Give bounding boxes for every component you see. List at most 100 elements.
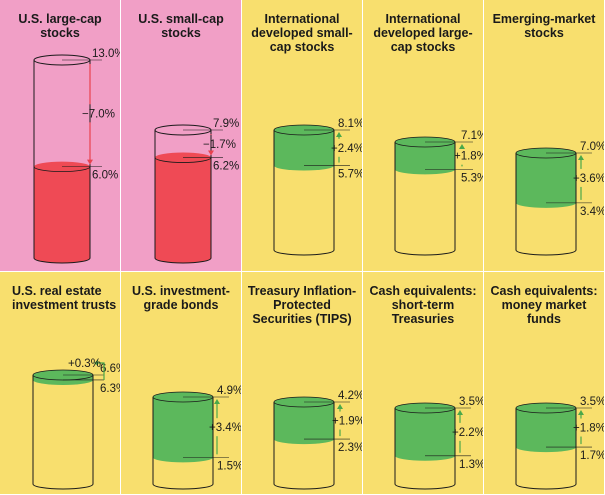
- change-value-label: +2.4%: [331, 143, 363, 155]
- upper-value-label: 7.1%: [461, 130, 484, 142]
- upper-value-label: 6.6%: [100, 363, 121, 375]
- asset-panel: U.S. small-cap stocks 7.9% 6.2% −1.7%: [121, 0, 242, 272]
- cylinder-bottom-edge: [273, 249, 335, 256]
- cylinder-chart: 4.2% 2.3% +1.9%: [273, 390, 363, 490]
- panel-title: Cash equivalents: short-term Treasuries: [369, 284, 477, 326]
- cylinder-fill-bottom: [155, 253, 211, 263]
- cylinder-empty-bottom: [33, 479, 93, 489]
- panel-title: Treasury Inflation-Protected Securities …: [247, 284, 357, 326]
- panel-title: International developed large-cap stocks: [373, 12, 473, 54]
- panel-title: Emerging-market stocks: [492, 12, 596, 40]
- asset-panel: Treasury Inflation-Protected Securities …: [242, 272, 363, 495]
- asset-panel: International developed large-cap stocks…: [363, 0, 484, 272]
- cylinder-empty-part: [33, 379, 93, 484]
- panel-title: U.S. real estate investment trusts: [12, 284, 117, 312]
- cylinder-chart: 7.0% 3.4% +3.6%: [515, 141, 605, 256]
- cylinder-chart: 7.9% 6.2% −1.7%: [154, 118, 239, 264]
- change-arrow-head: [457, 410, 463, 415]
- asset-panel: U.S. large-cap stocks 13.0% 6.0% −7.0%: [0, 0, 121, 272]
- cylinder-bottom-edge: [515, 249, 577, 256]
- lower-value-label: 5.3%: [461, 172, 484, 184]
- cylinder-bottom-edge: [394, 249, 456, 256]
- asset-panel: Emerging-market stocks 7.0% 3.4% +3.6%: [484, 0, 605, 272]
- cylinder-empty-bottom: [274, 245, 334, 255]
- upper-value-label: 8.1%: [338, 118, 363, 130]
- cylinder-empty-bottom: [153, 479, 213, 489]
- lower-value-label: 1.3%: [459, 459, 484, 471]
- lower-value-label: 6.3%: [100, 383, 121, 395]
- change-arrow-head: [208, 150, 214, 156]
- cylinder-chart: 6.6% 6.3% +0.3%: [32, 358, 121, 490]
- change-value-label: +3.6%: [573, 173, 605, 185]
- change-value-label: −1.7%: [203, 139, 236, 151]
- upper-value-label: 13.0%: [92, 48, 121, 60]
- panel-title: Cash equivalents: money market funds: [490, 284, 598, 326]
- cylinder-empty-part: [395, 169, 455, 250]
- cylinder-empty-part: [516, 447, 576, 484]
- asset-panel: U.S. investment-grade bonds 4.9% 1.5% +3.4%: [121, 272, 242, 495]
- change-arrow-head: [578, 155, 584, 160]
- lower-value-label: 2.3%: [338, 442, 363, 454]
- change-arrow-head: [337, 404, 343, 409]
- panel-title: U.S. investment-grade bonds: [132, 284, 230, 312]
- cylinder-empty-part: [274, 165, 334, 250]
- change-arrow-head: [87, 159, 93, 165]
- change-arrow-head: [459, 144, 465, 149]
- cylinder-fill-bottom: [34, 253, 90, 263]
- cylinder-empty-part: [516, 202, 576, 250]
- asset-panel: Cash equivalents: short-term Treasuries 3…: [363, 272, 484, 495]
- cylinder-empty-bottom: [516, 479, 576, 489]
- asset-panel: International developed small-cap stocks…: [242, 0, 363, 272]
- change-value-label: +1.8%: [573, 423, 605, 435]
- cylinder-fill-front-edge: [154, 157, 212, 163]
- cylinder-bottom-edge: [32, 483, 94, 490]
- cylinder-chart: 3.5% 1.3% +2.2%: [394, 396, 484, 490]
- cylinder-bottom-edge: [152, 483, 214, 490]
- change-value-label: +1.8%: [454, 151, 484, 163]
- cylinder-chart: 4.9% 1.5% +3.4%: [152, 385, 242, 490]
- asset-panel: Cash equivalents: money market funds 3.5%…: [484, 272, 605, 495]
- cylinder-fill: [34, 166, 90, 258]
- change-arrow-head: [94, 360, 98, 366]
- change-arrow-head: [214, 399, 220, 404]
- lower-value-label: 1.5%: [217, 460, 242, 472]
- cylinder-bottom-edge: [394, 483, 456, 490]
- upper-value-label: 7.0%: [580, 141, 605, 153]
- change-bracket: [98, 362, 105, 380]
- cylinder-chart: 13.0% 6.0% −7.0%: [33, 48, 121, 264]
- upper-value-label: 4.2%: [338, 390, 363, 402]
- upper-value-label: 7.9%: [213, 118, 239, 130]
- cylinder-empty-part: [274, 439, 334, 484]
- change-arrow-head: [578, 410, 584, 415]
- cylinder-bottom-edge: [33, 257, 91, 264]
- cylinder-chart: 8.1% 5.7% +2.4%: [273, 118, 363, 256]
- panel-title: U.S. large-cap stocks: [18, 12, 102, 40]
- cylinder-empty-bottom: [274, 479, 334, 489]
- asset-panel: U.S. real estate investment trusts6.6%6.…: [0, 272, 121, 495]
- lower-value-label: 6.2%: [213, 161, 239, 173]
- panel-title: International developed small-cap stocks: [251, 12, 353, 54]
- change-value-label: +2.2%: [452, 427, 484, 439]
- lower-value-label: 1.7%: [580, 450, 605, 462]
- upper-value-label: 4.9%: [217, 385, 242, 397]
- cylinder-empty-bottom: [516, 245, 576, 255]
- change-value-label: +0.3%: [68, 358, 101, 370]
- lower-value-label: 5.7%: [338, 169, 363, 181]
- cylinder-bottom-edge: [154, 257, 212, 264]
- lower-value-label: 6.0%: [92, 170, 118, 182]
- cylinder-empty-bottom: [395, 245, 455, 255]
- cylinder-chart: 7.1% 5.3% +1.8%: [394, 130, 484, 256]
- cylinder-fill-front-edge: [33, 166, 91, 173]
- cylinder-chart: 3.5% 1.7% +1.8%: [515, 396, 605, 490]
- cylinder-bottom-edge: [273, 483, 335, 490]
- cylinder-empty-bottom: [395, 479, 455, 489]
- cylinder-bottom-edge: [515, 483, 577, 490]
- panel-title: U.S. small-cap stocks: [138, 12, 224, 40]
- upper-value-label: 3.5%: [459, 396, 484, 408]
- upper-value-label: 3.5%: [580, 396, 605, 408]
- change-arrow-head: [336, 132, 342, 137]
- change-value-label: +3.4%: [209, 422, 242, 434]
- change-value-label: +1.9%: [332, 416, 363, 428]
- lower-value-label: 3.4%: [580, 206, 605, 218]
